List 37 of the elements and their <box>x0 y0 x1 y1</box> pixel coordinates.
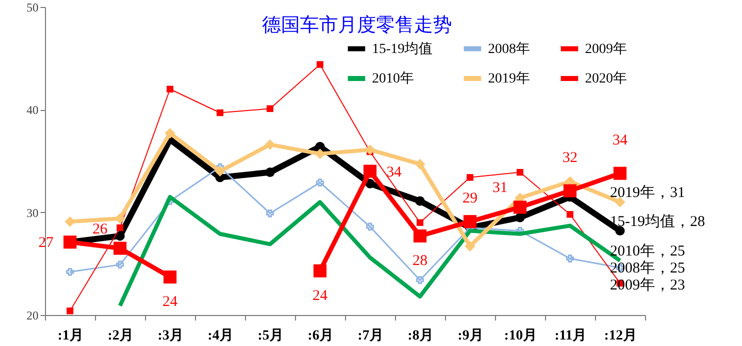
x-tick-label: :2月 <box>108 328 134 344</box>
data-label: 31 <box>492 180 508 196</box>
annotation: 2008年，25 <box>610 260 685 277</box>
data-label: 27 <box>38 235 54 252</box>
annotation: 2019年，31 <box>610 184 685 202</box>
x-tick-label: :3月 <box>158 328 184 344</box>
legend-label: 15-19均值 <box>372 40 433 57</box>
y-tick-label: 30 <box>26 206 38 220</box>
legend-label: 2010年 <box>372 70 414 86</box>
chart-title: 德国车市月度零售走势 <box>262 14 452 36</box>
x-tick-label: :4月 <box>208 328 234 344</box>
x-tick-label: :6月 <box>308 328 334 344</box>
legend-label: 2008年 <box>488 40 530 57</box>
data-label: 32 <box>562 150 578 166</box>
data-label: 28 <box>412 252 428 269</box>
x-tick-label: :10月 <box>504 328 537 344</box>
data-label: 34 <box>612 132 628 148</box>
x-tick-label: :7月 <box>358 328 384 344</box>
annotation: 2009年，23 <box>610 276 685 294</box>
x-tick-label: :12月 <box>604 328 637 344</box>
legend-label: 2019年 <box>488 70 530 86</box>
annotation: 2010年，25 <box>610 242 685 260</box>
y-tick-label: 50 <box>26 0 38 14</box>
data-label: 24 <box>312 288 328 304</box>
x-tick-label: :8月 <box>408 328 434 344</box>
y-tick-label: 40 <box>26 103 38 118</box>
legend-label: 2020年 <box>585 70 627 86</box>
data-label: 29 <box>462 190 478 207</box>
x-tick-label: :5月 <box>258 328 284 344</box>
x-tick-label: :11月 <box>554 328 586 344</box>
legend-label: 2009年 <box>585 40 627 57</box>
x-tick-label: :9月 <box>458 328 484 344</box>
data-label: 26 <box>92 221 108 238</box>
x-tick-label: :1月 <box>58 328 84 344</box>
data-label: 34 <box>386 164 402 180</box>
y-tick-label: 20 <box>26 308 38 322</box>
data-label: 24 <box>162 294 178 310</box>
